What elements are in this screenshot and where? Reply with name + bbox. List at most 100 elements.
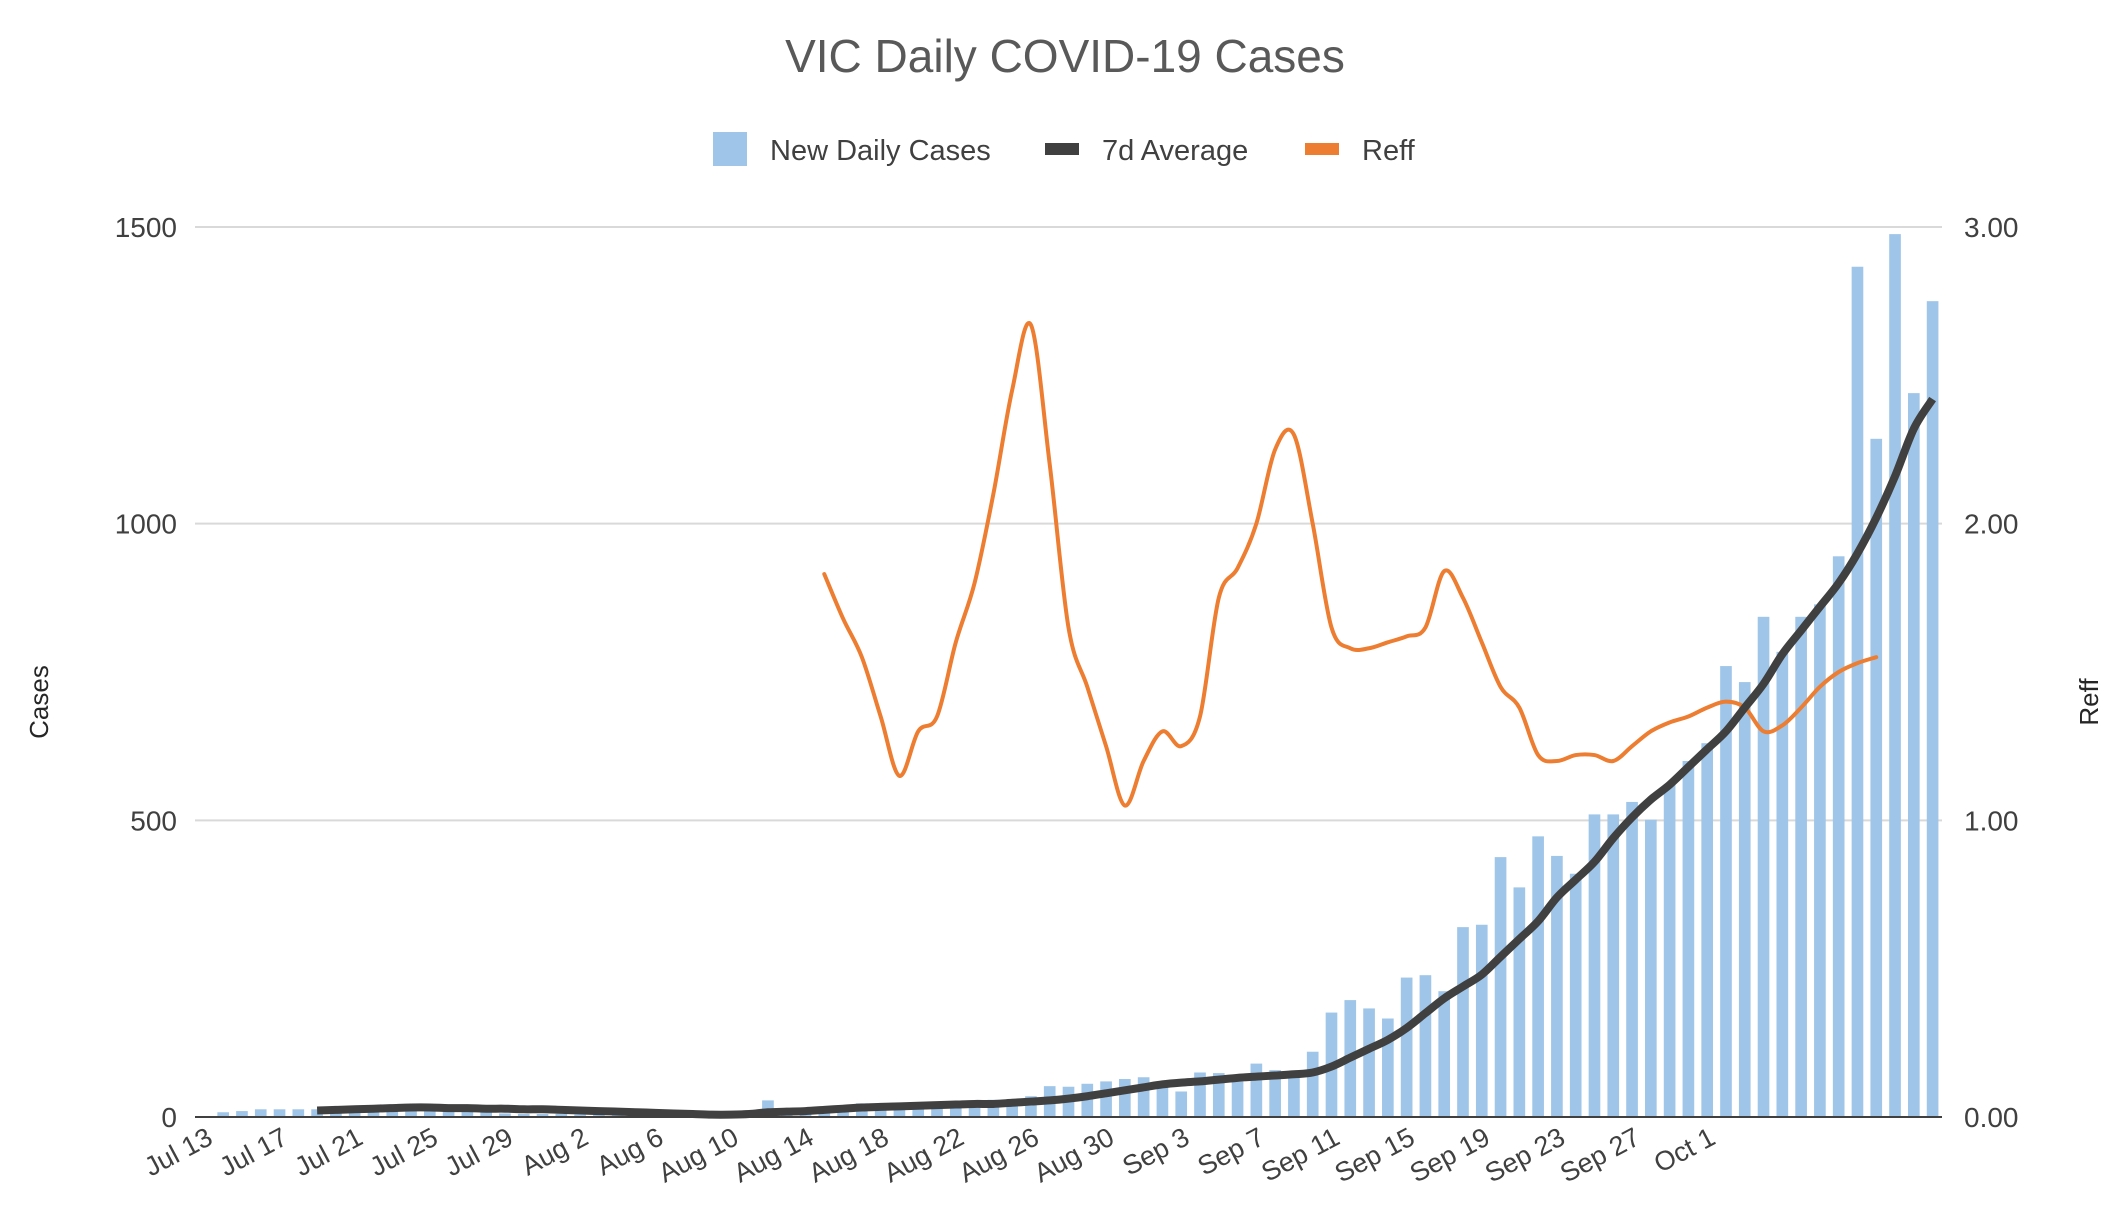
bar <box>1231 1076 1244 1117</box>
bar <box>1400 977 1413 1117</box>
bar <box>1212 1073 1225 1117</box>
bar <box>1645 819 1657 1117</box>
y-tick-label: 500 <box>130 805 177 836</box>
x-tick-label: Jul 21 <box>290 1122 368 1182</box>
x-tick-label: Jul 13 <box>139 1122 217 1182</box>
bar <box>912 1105 925 1117</box>
bar <box>1269 1070 1281 1117</box>
bar <box>1908 393 1920 1117</box>
bar <box>1701 743 1714 1117</box>
reff-line <box>822 320 1879 808</box>
y2-tick-label: 0.00 <box>1964 1102 2019 1133</box>
bar <box>1363 1008 1375 1117</box>
bar <box>1870 438 1883 1117</box>
x-tick-label: Aug 26 <box>954 1122 1044 1189</box>
bar <box>1889 234 1901 1117</box>
bar <box>1494 857 1507 1117</box>
bar <box>931 1105 943 1117</box>
bar <box>254 1109 267 1117</box>
bar <box>1682 761 1695 1117</box>
bar <box>367 1109 380 1117</box>
x-tick-label: Aug 14 <box>729 1122 819 1189</box>
bar <box>987 1099 1000 1117</box>
bar <box>405 1109 417 1117</box>
bar <box>968 1105 981 1117</box>
legend-label-avg: 7d Average <box>1102 135 1248 167</box>
bar <box>949 1103 962 1117</box>
series-lines <box>316 320 1936 1119</box>
legend-swatch-bars <box>713 132 747 166</box>
bar <box>499 1113 511 1117</box>
bar <box>1156 1084 1169 1117</box>
x-tick-label: Sep 11 <box>1256 1122 1344 1188</box>
bar <box>1119 1079 1131 1117</box>
bar <box>893 1105 906 1117</box>
bar <box>292 1109 305 1117</box>
bar <box>1738 682 1751 1117</box>
y-tick-label: 0 <box>161 1102 177 1133</box>
bar <box>1926 301 1939 1117</box>
bar <box>217 1112 229 1117</box>
bar <box>1457 927 1469 1117</box>
bars <box>198 234 1939 1117</box>
bar <box>1513 887 1526 1117</box>
bar <box>593 1114 605 1117</box>
grid-lines <box>195 226 1942 822</box>
bar <box>1532 836 1544 1117</box>
x-tick-label: Sep 19 <box>1405 1122 1495 1189</box>
bar <box>574 1114 586 1117</box>
bar <box>1626 801 1638 1117</box>
bar <box>1588 814 1601 1117</box>
bar <box>1551 855 1563 1117</box>
bar <box>1607 814 1620 1117</box>
y2-axis-label: Reff <box>2074 678 2104 726</box>
legend-label-reff: Reff <box>1362 135 1416 167</box>
x-tick-label: Sep 15 <box>1330 1122 1420 1189</box>
legend-item-bars: New Daily Cases <box>713 132 991 167</box>
bar <box>1306 1051 1319 1117</box>
bar <box>1832 556 1845 1117</box>
x-tick-label: Aug 18 <box>804 1122 894 1189</box>
bar <box>1757 616 1770 1117</box>
bar <box>1438 991 1451 1117</box>
bar <box>517 1114 530 1117</box>
legend-swatch-reff <box>1305 143 1339 155</box>
x-tick-label: Sep 7 <box>1193 1122 1269 1182</box>
x-tick-label: Aug 22 <box>879 1122 969 1189</box>
x-tick-label: Aug 30 <box>1029 1122 1119 1189</box>
bar <box>1776 651 1789 1117</box>
bar <box>1569 873 1582 1117</box>
bar <box>1851 266 1864 1117</box>
bar <box>1663 784 1676 1117</box>
bar <box>311 1109 323 1117</box>
bar <box>1382 1018 1394 1117</box>
x-tick-label: Sep 3 <box>1118 1122 1194 1182</box>
chart-title: VIC Daily COVID-19 Cases <box>785 30 1345 82</box>
legend: New Daily Cases 7d Average Reff <box>713 132 1416 167</box>
x-tick-label: Aug 10 <box>654 1122 744 1189</box>
bar <box>1720 666 1732 1117</box>
y2-tick-label: 2.00 <box>1964 509 2019 540</box>
bar <box>461 1111 474 1117</box>
x-tick-label: Aug 2 <box>517 1122 593 1182</box>
legend-label-bars: New Daily Cases <box>770 135 991 167</box>
bar <box>1814 604 1826 1117</box>
x-tick-label: Jul 17 <box>215 1122 293 1182</box>
bar <box>1081 1083 1094 1117</box>
x-tick-label: Sep 27 <box>1555 1122 1645 1189</box>
x-tick-label: Jul 25 <box>365 1122 443 1182</box>
bar <box>273 1109 286 1117</box>
bar <box>1025 1096 1037 1117</box>
bar <box>1100 1081 1112 1117</box>
bar <box>1006 1102 1018 1117</box>
legend-item-avg: 7d Average <box>1045 135 1248 167</box>
y2-tick-label: 1.00 <box>1964 805 2019 836</box>
y2-tick-label: 3.00 <box>1964 212 2019 243</box>
bar <box>236 1111 248 1117</box>
bar <box>1137 1077 1150 1117</box>
x-tick-label: Aug 6 <box>592 1122 668 1182</box>
y-tick-label: 1500 <box>115 212 177 243</box>
bar <box>536 1114 549 1117</box>
